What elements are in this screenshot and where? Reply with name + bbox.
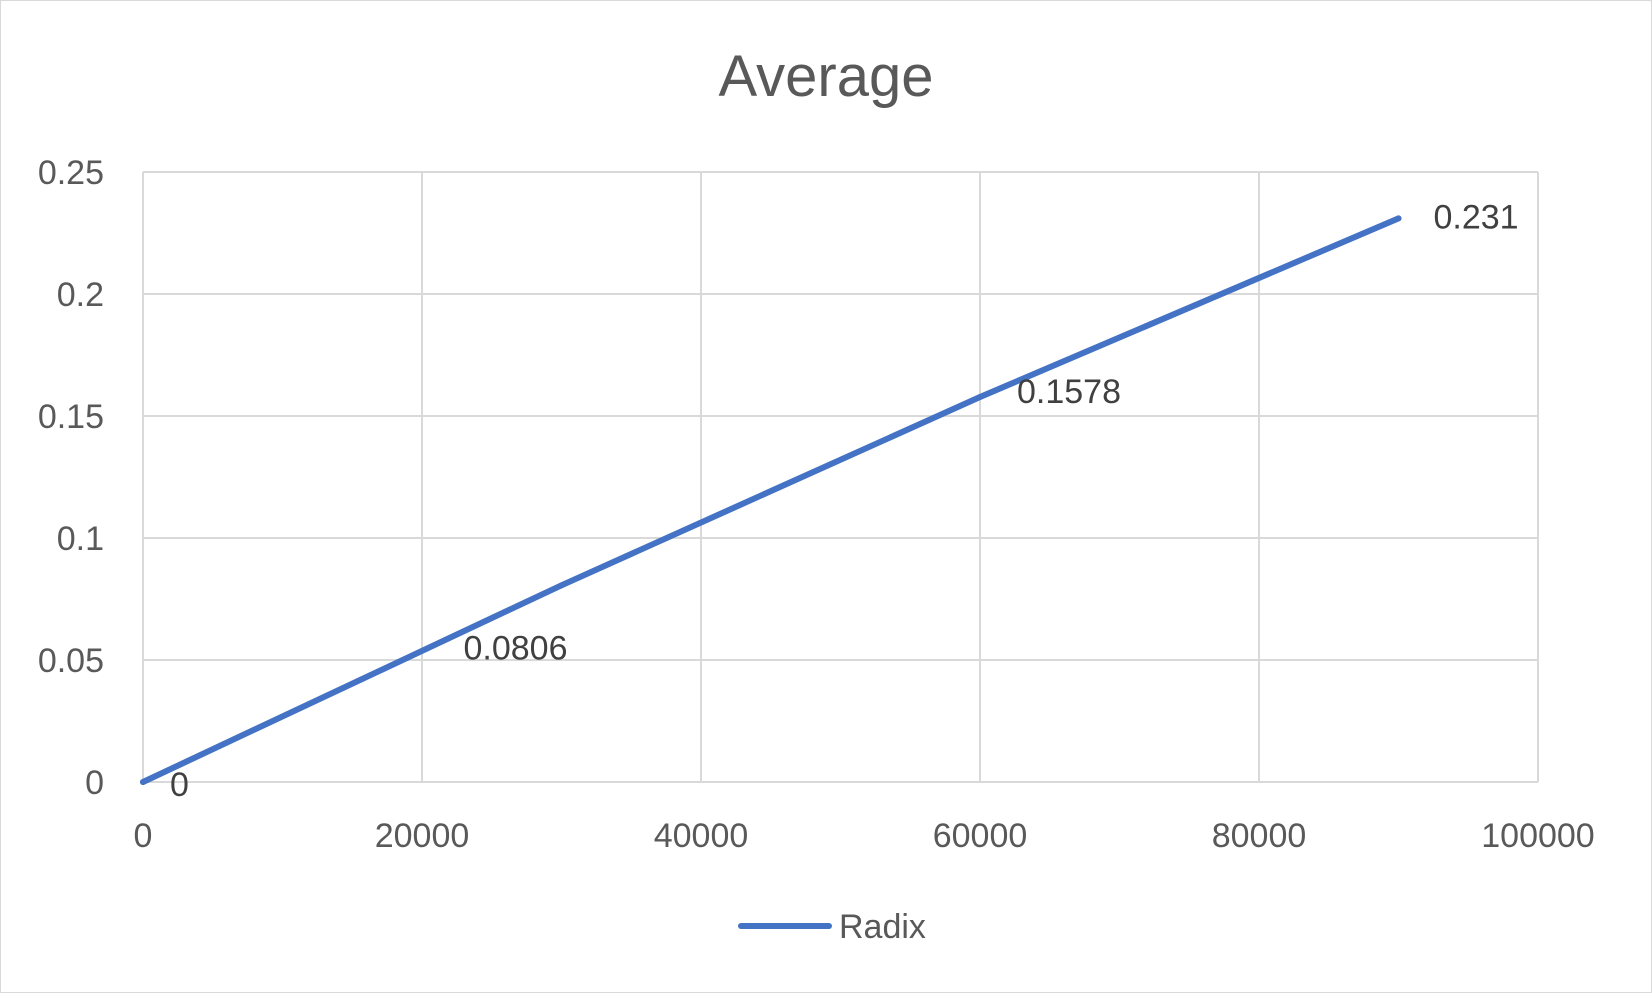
x-tick-label: 40000	[654, 817, 749, 855]
y-tick-label: 0	[85, 764, 104, 802]
x-axis-ticks: 0 20000 40000 60000 80000 100000	[134, 817, 1595, 855]
x-tick-label: 80000	[1212, 817, 1307, 855]
y-tick-label: 0.1	[57, 520, 104, 558]
x-tick-label: 100000	[1481, 817, 1594, 855]
y-tick-label: 0.2	[57, 276, 104, 314]
x-tick-label: 20000	[375, 817, 470, 855]
data-point[interactable]	[140, 779, 146, 785]
series-lines	[140, 215, 1402, 785]
legend[interactable]: Radix	[738, 908, 926, 946]
data-label: 0.1578	[1017, 373, 1121, 411]
plot-grid	[142, 171, 1539, 783]
y-tick-label: 0.15	[38, 398, 104, 436]
legend-label: Radix	[839, 908, 926, 946]
chart-title: Average	[719, 44, 934, 109]
data-point[interactable]	[558, 582, 565, 589]
data-point[interactable]	[977, 393, 983, 400]
data-labels: 0 0.0806 0.1578 0.231	[170, 198, 1519, 804]
y-tick-label: 0.05	[38, 642, 104, 680]
data-label: 0.0806	[464, 629, 568, 667]
y-axis-ticks: 0 0.05 0.1 0.15 0.2 0.25	[38, 154, 104, 802]
data-point[interactable]	[1395, 215, 1402, 222]
series-line[interactable]	[140, 215, 1402, 785]
y-tick-label: 0.25	[38, 154, 104, 192]
data-label: 0.231	[1434, 198, 1519, 236]
x-tick-label: 60000	[933, 817, 1028, 855]
data-label: 0	[170, 766, 189, 804]
x-tick-label: 0	[134, 817, 153, 855]
